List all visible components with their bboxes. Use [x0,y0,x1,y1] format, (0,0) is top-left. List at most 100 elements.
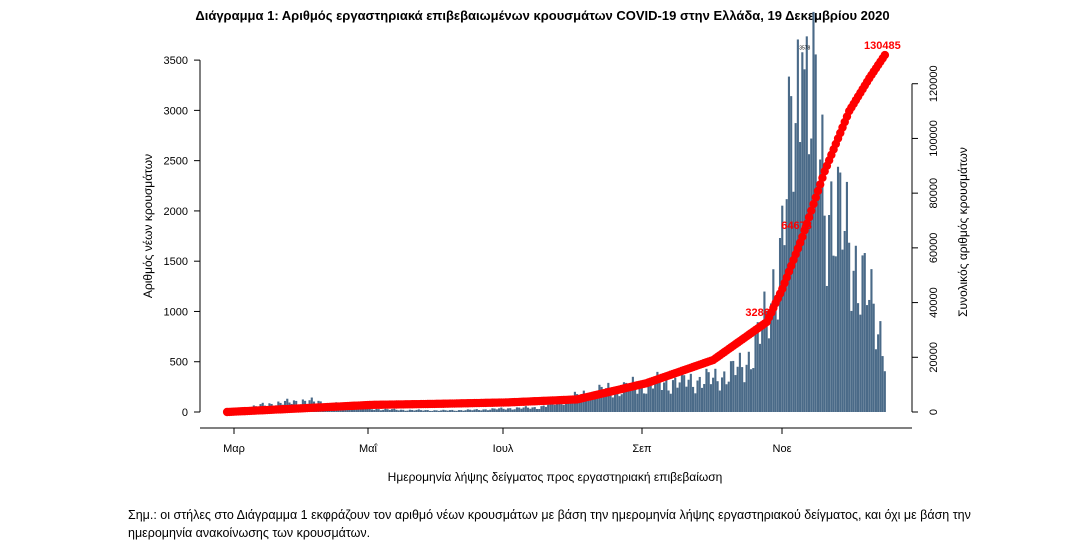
cumulative-point [807,206,816,215]
bar [638,385,641,412]
bar [830,181,833,412]
bar [384,408,387,412]
x-tick-label: Μαρ [223,443,245,455]
bar [879,321,882,412]
bar [518,407,521,412]
bar [625,382,628,412]
bar [504,409,507,412]
bar [689,373,692,412]
bar [729,361,733,412]
bar [868,299,871,412]
bar [562,404,565,412]
bar [515,407,518,412]
bar [738,352,741,412]
cumulative-point [813,186,823,196]
bar [770,303,773,412]
y-left-tick-label: 0 [182,407,188,419]
y-left-tick-label: 2000 [164,206,188,218]
bar [422,410,425,412]
cumulative-point [798,232,807,242]
bar [609,391,612,412]
bar [642,393,646,412]
x-tick-label: Μαΐ [359,443,378,455]
bar [752,368,755,412]
bar [560,404,563,412]
bar [477,410,481,412]
bar [843,230,846,412]
bar [683,375,686,412]
bar [774,309,777,412]
y-left-tick-label: 500 [170,357,188,369]
bar [475,409,478,412]
bar [803,69,806,412]
cumulative-point [802,219,812,228]
bar [667,390,670,412]
bar [553,404,556,412]
bar [535,408,539,412]
bar [482,409,485,412]
bar [874,349,877,412]
bar [538,408,541,412]
x-tick-label: Ιουλ [493,443,514,455]
bar [491,408,494,412]
bar [569,402,572,412]
bar [627,390,630,412]
bar [794,123,797,412]
bar [792,191,795,412]
bar [522,407,525,412]
bar [734,375,737,412]
bar [466,409,469,412]
bar [745,364,748,412]
bar [685,386,688,412]
bar [368,407,371,412]
bar [589,393,592,412]
bar [531,407,534,412]
bar [453,410,456,412]
cumulative-point [800,226,809,235]
bar [464,410,467,412]
bar [660,389,663,412]
bar-value-label: 3578 [799,45,810,51]
bar [395,409,398,412]
bar [707,372,710,412]
bar [721,377,724,412]
bar [696,380,699,412]
bar [509,408,512,412]
bar [602,393,605,412]
bar [533,407,536,412]
y-right-tick-label: 40000 [928,287,940,318]
bar [705,368,708,412]
bar [564,399,568,412]
bar [567,398,570,412]
y-right-tick-label: 20000 [928,342,940,373]
bar [607,382,610,412]
bar [355,408,358,412]
bar [391,409,394,412]
bar [714,368,717,412]
bar [807,154,811,412]
bar [493,408,496,412]
bar [399,409,403,412]
bar [444,410,447,412]
y-left-axis-label: Αριθμός νέων κρουσμάτων [141,154,155,298]
bar [489,409,492,412]
bar [417,409,420,412]
bar [366,407,369,412]
line-layer [222,50,890,417]
bar [605,388,608,412]
bar [415,409,418,412]
bar [498,408,501,412]
bar [692,386,695,412]
bar [451,409,454,412]
cumulative-point [809,199,818,209]
bar [796,39,799,412]
bar [527,407,530,412]
bar [665,378,668,412]
bar [495,409,498,412]
bar [725,384,728,412]
bar [645,393,648,412]
bar [716,381,719,412]
covid-chart: 130485 64673 32869 3578 0 500 1000 1500 2000 2500… [141,11,970,484]
bar [834,256,837,412]
bar [732,360,735,412]
